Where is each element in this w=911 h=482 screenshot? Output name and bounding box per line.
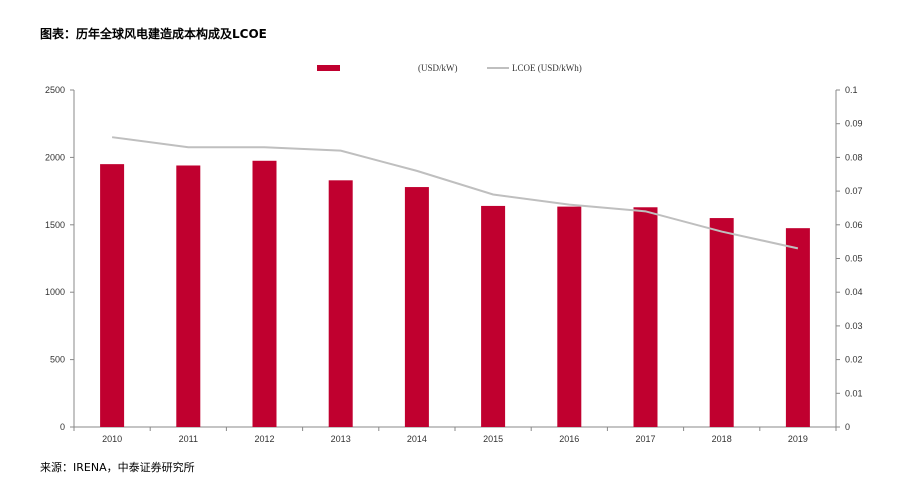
x-tick-label: 2012 [254, 434, 274, 444]
x-tick-label: 2013 [331, 434, 351, 444]
x-tick-label: 2019 [788, 434, 808, 444]
axes: 0 500 1000 1500 2000 2500 0 0.01 0.02 0.03 0.04 0.0… [45, 85, 863, 444]
right-tick-label: 0.02 [845, 355, 863, 365]
left-tick-label: 500 [50, 355, 65, 365]
right-tick-label: 0.01 [845, 388, 863, 398]
x-tick-label: 2018 [712, 434, 732, 444]
x-tick-label: 2014 [407, 434, 427, 444]
right-tick-label: 0.09 [845, 119, 863, 129]
left-tick-label: 2500 [45, 85, 65, 95]
bar [481, 205, 506, 427]
source-note: 来源：IRENA，中泰证券研究所 [40, 461, 195, 474]
bar [557, 206, 582, 427]
bar [100, 164, 125, 427]
right-tick-label: 0.05 [845, 254, 863, 264]
x-tick-label: 2017 [635, 434, 655, 444]
bar [633, 207, 658, 427]
chart-title: 图表：历年全球风电建造成本构成及LCOE [40, 27, 267, 41]
x-tick-label: 2011 [179, 434, 198, 444]
bar [252, 160, 277, 427]
right-tick-label: 0 [845, 422, 850, 432]
x-tick-label: 2015 [483, 434, 503, 444]
right-tick-label: 0.1 [845, 85, 858, 95]
bar-series [100, 160, 810, 427]
legend-label-bar: (USD/kW) [418, 63, 458, 73]
bar [709, 218, 734, 427]
legend-label-line: LCOE (USD/kWh) [512, 63, 582, 73]
right-tick-label: 0.08 [845, 152, 863, 162]
legend-swatch-bar [317, 65, 340, 71]
x-tick-label: 2010 [102, 434, 122, 444]
bar [176, 165, 201, 427]
x-tick-label: 2016 [559, 434, 579, 444]
legend: (USD/kW) LCOE (USD/kWh) [317, 63, 582, 73]
left-tick-label: 1500 [45, 220, 65, 230]
line-series [111, 136, 799, 250]
lcoe-line [111, 136, 799, 250]
bar [328, 180, 353, 427]
bar [404, 187, 429, 427]
bar [785, 228, 810, 427]
left-tick-label: 0 [60, 422, 65, 432]
left-tick-label: 2000 [45, 152, 65, 162]
right-tick-label: 0.06 [845, 220, 863, 230]
right-tick-label: 0.07 [845, 186, 863, 196]
left-tick-label: 1000 [45, 287, 65, 297]
right-tick-label: 0.04 [845, 287, 863, 297]
right-tick-label: 0.03 [845, 321, 863, 331]
